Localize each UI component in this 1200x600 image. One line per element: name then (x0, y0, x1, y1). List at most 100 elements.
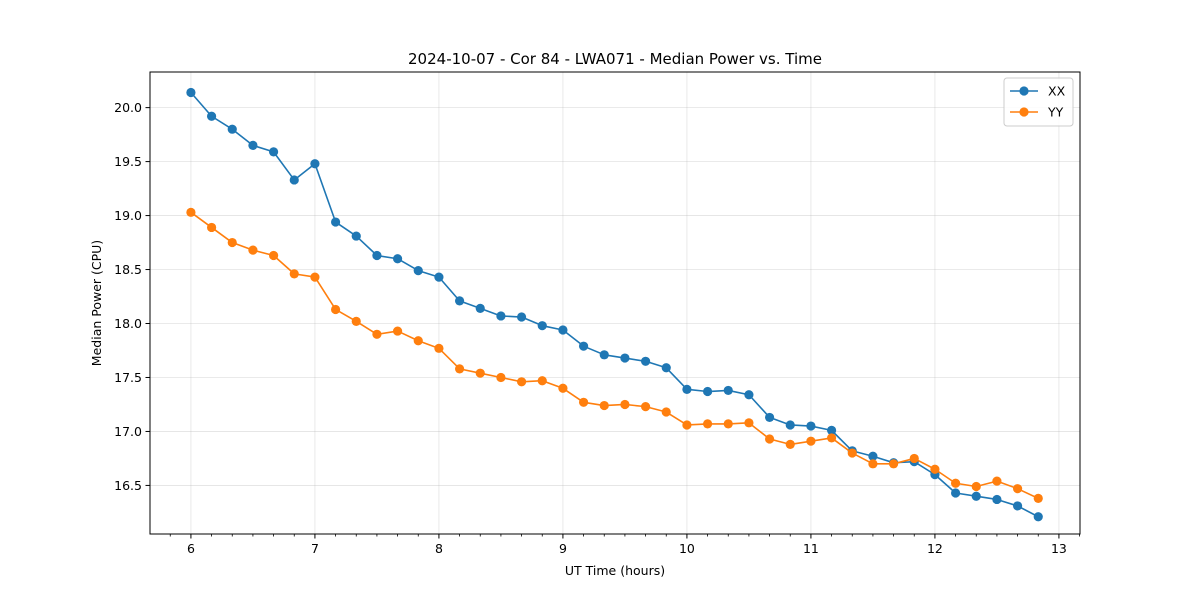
chart-title: 2024-10-07 - Cor 84 - LWA071 - Median Po… (408, 50, 822, 68)
data-point-yy (413, 336, 423, 346)
x-tick-label: 12 (927, 541, 943, 556)
data-point-yy (661, 407, 671, 417)
data-point-xx (764, 412, 775, 423)
x-tick-label: 9 (559, 541, 567, 556)
legend: XX YY (1003, 77, 1074, 127)
data-point-yy (744, 418, 754, 428)
data-point-yy (640, 402, 651, 412)
y-tick-label: 19.5 (114, 154, 142, 169)
data-point-xx (1033, 512, 1043, 522)
data-point-yy (888, 459, 899, 469)
data-point-yy (434, 343, 444, 353)
data-point-yy (227, 237, 237, 248)
data-point-yy (454, 364, 465, 374)
data-point-yy (682, 420, 692, 430)
data-point-xx (640, 356, 651, 366)
data-point-xx (475, 303, 485, 313)
data-point-yy (909, 453, 919, 464)
data-point-yy (723, 419, 733, 429)
data-point-yy (310, 272, 320, 282)
data-point-xx (558, 325, 568, 335)
data-point-xx (248, 140, 258, 151)
data-point-xx (971, 491, 981, 501)
legend-marker-yy (1019, 107, 1029, 117)
data-point-yy (289, 269, 299, 279)
data-point-yy (351, 316, 361, 326)
data-point-xx (351, 231, 361, 241)
data-point-xx (537, 321, 547, 331)
data-point-xx (744, 390, 754, 400)
x-axis: 6 7 8 9 10 11 12 13 (169, 534, 1080, 556)
data-point-yy (206, 222, 217, 233)
y-tick-label: 17.5 (114, 370, 142, 385)
data-point-yy (372, 329, 382, 339)
data-point-xx (227, 124, 237, 134)
y-tick-label: 17.0 (114, 424, 142, 439)
x-tick-label: 8 (435, 541, 443, 556)
y-tick-label: 20.0 (114, 100, 142, 115)
data-point-xx (785, 420, 795, 430)
data-point-xx (413, 266, 423, 276)
legend-label-xx: XX (1048, 84, 1066, 99)
data-point-yy (268, 250, 279, 261)
data-point-xx (372, 250, 382, 261)
data-point-xx (578, 341, 589, 351)
data-point-yy (392, 326, 403, 336)
y-tick-label: 18.5 (114, 262, 142, 277)
data-point-xx (186, 87, 196, 98)
data-point-yy (578, 397, 589, 407)
legend-marker-xx (1019, 86, 1029, 96)
data-point-xx (330, 217, 341, 227)
data-point-xx (868, 451, 878, 461)
data-point-yy (186, 207, 196, 217)
grid (150, 72, 1080, 534)
x-axis-label: UT Time (hours) (565, 563, 665, 578)
data-point-yy (806, 436, 816, 446)
data-point-xx (661, 363, 671, 373)
x-tick-label: 11 (803, 541, 819, 556)
data-point-xx (1012, 501, 1023, 511)
data-point-yy (330, 304, 341, 315)
data-point-xx (516, 312, 527, 322)
y-axis: 16.5 17.0 17.5 18.0 18.5 19.0 19.5 20.0 (114, 100, 150, 493)
data-point-yy (475, 368, 485, 378)
data-point-yy (868, 459, 878, 469)
data-point-yy (248, 245, 258, 255)
data-point-yy (764, 434, 775, 444)
data-point-xx (599, 350, 609, 360)
data-point-xx (950, 488, 961, 498)
data-point-xx (206, 111, 217, 121)
data-point-xx (268, 147, 279, 157)
data-point-yy (992, 476, 1002, 486)
data-point-yy (537, 376, 547, 386)
y-tick-label: 16.5 (114, 478, 142, 493)
data-point-xx (310, 159, 320, 169)
data-point-yy (1033, 493, 1043, 503)
plot-frame (149, 71, 1081, 535)
y-tick-label: 19.0 (114, 208, 142, 223)
data-point-yy (558, 383, 568, 393)
series-layer (186, 87, 1043, 522)
data-point-yy (971, 481, 981, 492)
legend-label-yy: YY (1047, 105, 1064, 120)
data-point-yy (516, 377, 527, 387)
data-point-yy (496, 372, 506, 383)
data-point-xx (496, 311, 506, 321)
series-yy (186, 207, 1043, 503)
data-point-yy (826, 433, 837, 443)
data-point-yy (620, 399, 630, 410)
data-point-yy (599, 400, 609, 411)
data-point-xx (723, 385, 733, 396)
y-tick-label: 18.0 (114, 316, 142, 331)
data-point-xx (620, 353, 630, 363)
data-point-xx (454, 296, 465, 306)
x-tick-label: 7 (311, 541, 319, 556)
data-point-xx (702, 386, 713, 397)
data-point-yy (950, 478, 961, 488)
data-point-xx (806, 421, 816, 431)
data-point-yy (785, 439, 795, 450)
data-point-xx (826, 425, 837, 435)
data-point-xx (392, 254, 403, 264)
data-point-xx (682, 384, 692, 394)
